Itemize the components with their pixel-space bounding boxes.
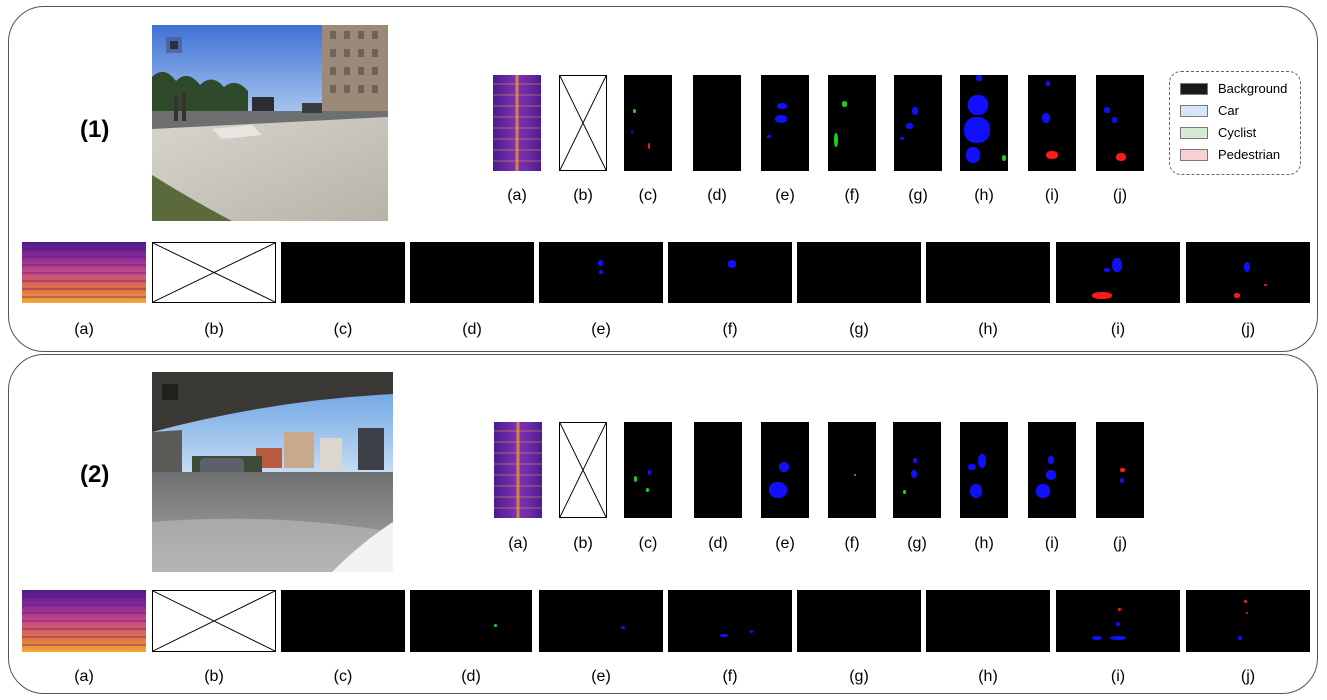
sublabel-2b-top: (b) — [573, 535, 593, 552]
sublabel-2f-top: (f) — [844, 535, 860, 552]
mask-1e-bottom — [539, 242, 663, 303]
panel-2-label: (2) — [80, 461, 110, 488]
mask-1c-top — [624, 75, 672, 171]
sublabel-2j-bottom: (j) — [1240, 668, 1256, 685]
mask-2h-top — [960, 422, 1008, 518]
legend-swatch-cyclist — [1180, 127, 1208, 139]
sublabel-2b-bottom: (b) — [204, 668, 224, 685]
sublabel-2g-bottom: (g) — [849, 668, 869, 685]
mask-1h-top — [960, 75, 1008, 171]
placeholder-1b-top — [559, 75, 607, 171]
camera-image-2 — [152, 372, 393, 572]
sublabel-1j-bottom: (j) — [1240, 321, 1256, 338]
sublabel-2h-top: (h) — [974, 535, 994, 552]
sublabel-2g-top: (g) — [907, 535, 927, 552]
legend-label-car: Car — [1218, 103, 1239, 118]
mask-1g-bottom — [797, 242, 921, 303]
mask-1j-top — [1096, 75, 1144, 171]
mask-1c-bottom — [281, 242, 405, 303]
mask-2i-bottom — [1056, 590, 1180, 652]
sublabel-1j-top: (j) — [1112, 187, 1128, 204]
sublabel-2c-bottom: (c) — [333, 668, 353, 685]
legend-swatch-pedestrian — [1180, 149, 1208, 161]
sublabel-2c-top: (c) — [638, 535, 658, 552]
sublabel-1c-bottom: (c) — [333, 321, 353, 338]
mask-1e-top — [761, 75, 809, 171]
sublabel-1h-bottom: (h) — [978, 321, 998, 338]
panel-1-label: (1) — [80, 116, 110, 143]
sublabel-1a-top: (a) — [507, 187, 527, 204]
mask-1i-top — [1028, 75, 1076, 171]
legend-label-cyclist: Cyclist — [1218, 125, 1257, 140]
mask-2j-bottom — [1186, 590, 1310, 652]
mask-2f-top — [828, 422, 876, 518]
sublabel-2e-bottom: (e) — [591, 668, 611, 685]
mask-1d-top — [693, 75, 741, 171]
panel-1-frame — [8, 6, 1318, 352]
sublabel-1f-top: (f) — [844, 187, 860, 204]
sublabel-1b-top: (b) — [573, 187, 593, 204]
mask-2d-top — [694, 422, 742, 518]
sublabel-2j-top: (j) — [1112, 535, 1128, 552]
sublabel-1d-top: (d) — [707, 187, 727, 204]
mask-2c-bottom — [281, 590, 405, 652]
legend-label-pedestrian: Pedestrian — [1218, 147, 1281, 162]
spectrogram-2a-top — [494, 422, 542, 518]
mask-2g-top — [893, 422, 941, 518]
placeholder-2b-top — [559, 422, 607, 518]
mask-1f-bottom — [668, 242, 792, 303]
mask-2h-bottom — [926, 590, 1050, 652]
placeholder-1b-bottom — [152, 242, 276, 303]
sublabel-2d-bottom: (d) — [461, 668, 481, 685]
spectrogram-2a-bottom — [22, 590, 146, 652]
sublabel-1h-top: (h) — [974, 187, 994, 204]
camera-image-1 — [152, 25, 388, 221]
sublabel-1g-top: (g) — [908, 187, 928, 204]
mask-2e-bottom — [539, 590, 663, 652]
mask-2g-bottom — [797, 590, 921, 652]
sublabel-1e-bottom: (e) — [591, 321, 611, 338]
mask-1d-bottom — [410, 242, 534, 303]
sublabel-2e-top: (e) — [775, 535, 795, 552]
sublabel-1b-bottom: (b) — [204, 321, 224, 338]
sublabel-1e-top: (e) — [775, 187, 795, 204]
sublabel-2a-top: (a) — [508, 535, 528, 552]
mask-2e-top — [761, 422, 809, 518]
sublabel-2i-top: (i) — [1044, 535, 1060, 552]
mask-1i-bottom — [1056, 242, 1180, 303]
sublabel-2i-bottom: (i) — [1110, 668, 1126, 685]
mask-1j-bottom — [1186, 242, 1310, 303]
mask-2c-top — [624, 422, 672, 518]
sublabel-2h-bottom: (h) — [978, 668, 998, 685]
sublabel-1c-top: (c) — [638, 187, 658, 204]
mask-2j-top — [1096, 422, 1144, 518]
legend-swatch-background — [1180, 83, 1208, 95]
mask-2f-bottom — [668, 590, 792, 652]
spectrogram-1a-bottom — [22, 242, 146, 303]
sublabel-1i-bottom: (i) — [1110, 321, 1126, 338]
sublabel-2a-bottom: (a) — [74, 668, 94, 685]
placeholder-2b-bottom — [152, 590, 276, 652]
spectrogram-1a-top — [493, 75, 541, 171]
sublabel-2d-top: (d) — [708, 535, 728, 552]
sublabel-1i-top: (i) — [1044, 187, 1060, 204]
sublabel-1g-bottom: (g) — [849, 321, 869, 338]
mask-1g-top — [894, 75, 942, 171]
legend-label-background: Background — [1218, 81, 1288, 96]
sublabel-1f-bottom: (f) — [722, 321, 738, 338]
sublabel-2f-bottom: (f) — [722, 668, 738, 685]
panel-2-frame — [8, 354, 1318, 694]
mask-2d-bottom — [410, 590, 532, 652]
mask-1h-bottom — [926, 242, 1050, 303]
mask-1f-top — [828, 75, 876, 171]
legend-swatch-car — [1180, 105, 1208, 117]
sublabel-1a-bottom: (a) — [74, 321, 94, 338]
sublabel-1d-bottom: (d) — [462, 321, 482, 338]
legend: Background Car Cyclist Pedestrian — [1169, 71, 1301, 175]
mask-2i-top — [1028, 422, 1076, 518]
